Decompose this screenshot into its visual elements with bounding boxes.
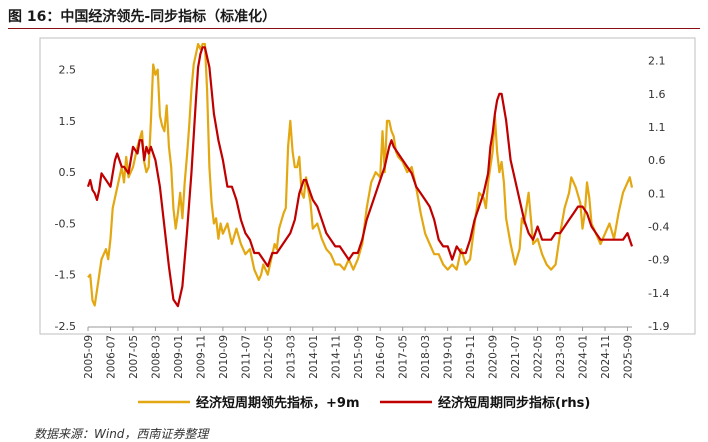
x-tick-label: 2017-05	[398, 335, 410, 379]
right-tick-label: 2.1	[648, 55, 666, 68]
left-tick-label: -1.5	[55, 269, 76, 282]
legend: 经济短周期领先指标，+9m 经济短周期同步指标(rhs)	[138, 395, 590, 411]
x-tick-label: 2013-03	[285, 335, 297, 379]
series-layer	[86, 42, 634, 308]
x-tick-label: 2023-03	[555, 335, 567, 379]
x-tick-label: 2014-01	[308, 335, 320, 379]
chart: 2.5 1.5 0.5 -0.5 -1.5 -2.5 2.1 1.6 1.1 0.6 0.1 -0.…	[39, 37, 696, 411]
right-tick-label: 1.6	[648, 88, 666, 101]
right-tick-label: -0.4	[648, 220, 669, 233]
x-tick-label: 2024-01	[578, 335, 590, 379]
plot-frame	[39, 37, 696, 335]
x-tick-label: 2014-11	[330, 335, 342, 379]
right-tick-label: -1.9	[648, 320, 669, 333]
x-tick-label: 2011-07	[240, 335, 252, 379]
x-tick-label: 2006-07	[105, 335, 117, 379]
x-tick-label: 2019-01	[443, 335, 455, 379]
x-tick-label: 2021-07	[510, 335, 522, 379]
title-underline	[8, 28, 700, 29]
left-tick-label: -0.5	[55, 217, 76, 230]
x-axis: 2005-09 2006-07 2007-05 2008-03 2009-01 2009-…	[83, 326, 635, 379]
right-axis: 2.1 1.6 1.1 0.6 0.1 -0.4 -0.9 -1.4 -1.9	[648, 55, 669, 333]
x-tick-label: 2025-09	[623, 335, 635, 379]
left-tick-label: 1.5	[59, 115, 77, 128]
x-tick-label: 2009-01	[173, 335, 185, 379]
x-tick-label: 2010-09	[218, 335, 230, 379]
x-tick-label: 2012-05	[263, 335, 275, 379]
x-tick-label: 2018-03	[420, 335, 432, 379]
right-tick-label: -1.4	[648, 287, 669, 300]
right-tick-label: 0.1	[648, 187, 666, 200]
x-tick-label: 2024-11	[600, 335, 612, 379]
leading-indicator-line	[87, 42, 634, 307]
legend-label: 经济短周期同步指标(rhs)	[438, 395, 590, 411]
source-note: 数据来源：Wind，西南证券整理	[34, 427, 209, 441]
legend-label: 经济短周期领先指标，+9m	[196, 395, 359, 411]
x-tick-label: 2019-11	[465, 335, 477, 379]
right-tick-label: -0.9	[648, 254, 669, 267]
left-tick-label: 2.5	[59, 64, 77, 77]
chart-title: 图 16：中国经济领先-同步指标（标准化）	[8, 9, 277, 25]
x-tick-label: 2007-05	[128, 335, 140, 379]
coincident-indicator-line	[86, 46, 634, 308]
x-tick-label: 2022-05	[533, 335, 545, 379]
x-tick-label: 2020-09	[488, 335, 500, 379]
left-tick-label: 0.5	[59, 166, 77, 179]
left-axis: 2.5 1.5 0.5 -0.5 -1.5 -2.5	[55, 64, 76, 333]
left-tick-label: -2.5	[55, 320, 76, 333]
x-tick-label: 2009-11	[195, 335, 207, 379]
right-tick-label: 1.1	[648, 121, 666, 134]
right-tick-label: 0.6	[648, 154, 666, 167]
x-tick-label: 2008-03	[150, 335, 162, 379]
x-tick-label: 2005-09	[83, 335, 95, 379]
x-tick-label: 2016-07	[375, 335, 387, 379]
x-tick-label: 2015-09	[353, 335, 365, 379]
